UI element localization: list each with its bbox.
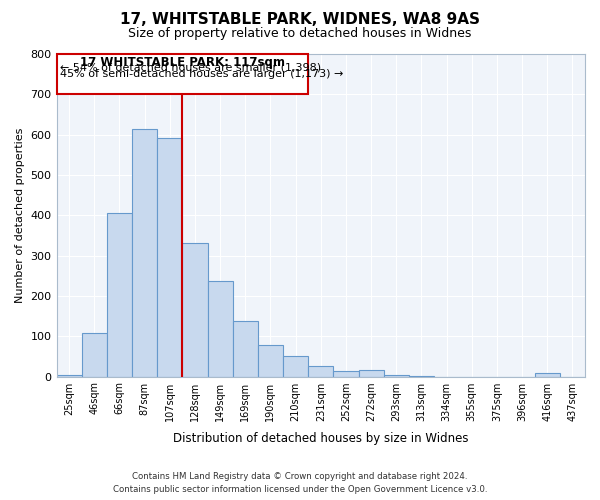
Bar — [208, 281, 233, 376]
Text: 45% of semi-detached houses are larger (1,173) →: 45% of semi-detached houses are larger (… — [61, 70, 344, 80]
Y-axis label: Number of detached properties: Number of detached properties — [15, 128, 25, 303]
Bar — [359, 370, 383, 376]
Bar — [383, 374, 409, 376]
Text: Size of property relative to detached houses in Widnes: Size of property relative to detached ho… — [128, 28, 472, 40]
Bar — [107, 213, 132, 376]
Bar — [182, 244, 208, 376]
Bar — [308, 366, 334, 376]
Text: ← 54% of detached houses are smaller (1,398): ← 54% of detached houses are smaller (1,… — [61, 63, 322, 73]
Bar — [132, 128, 157, 376]
Text: 17, WHITSTABLE PARK, WIDNES, WA8 9AS: 17, WHITSTABLE PARK, WIDNES, WA8 9AS — [120, 12, 480, 28]
Bar — [56, 374, 82, 376]
Bar — [157, 138, 182, 376]
Text: Contains HM Land Registry data © Crown copyright and database right 2024.
Contai: Contains HM Land Registry data © Crown c… — [113, 472, 487, 494]
Bar — [233, 322, 258, 376]
X-axis label: Distribution of detached houses by size in Widnes: Distribution of detached houses by size … — [173, 432, 469, 445]
Bar — [258, 346, 283, 376]
Bar — [82, 334, 107, 376]
Text: 17 WHITSTABLE PARK: 117sqm: 17 WHITSTABLE PARK: 117sqm — [80, 56, 285, 68]
Bar — [334, 371, 359, 376]
Bar — [535, 373, 560, 376]
Bar — [283, 356, 308, 376]
FancyBboxPatch shape — [56, 54, 308, 94]
